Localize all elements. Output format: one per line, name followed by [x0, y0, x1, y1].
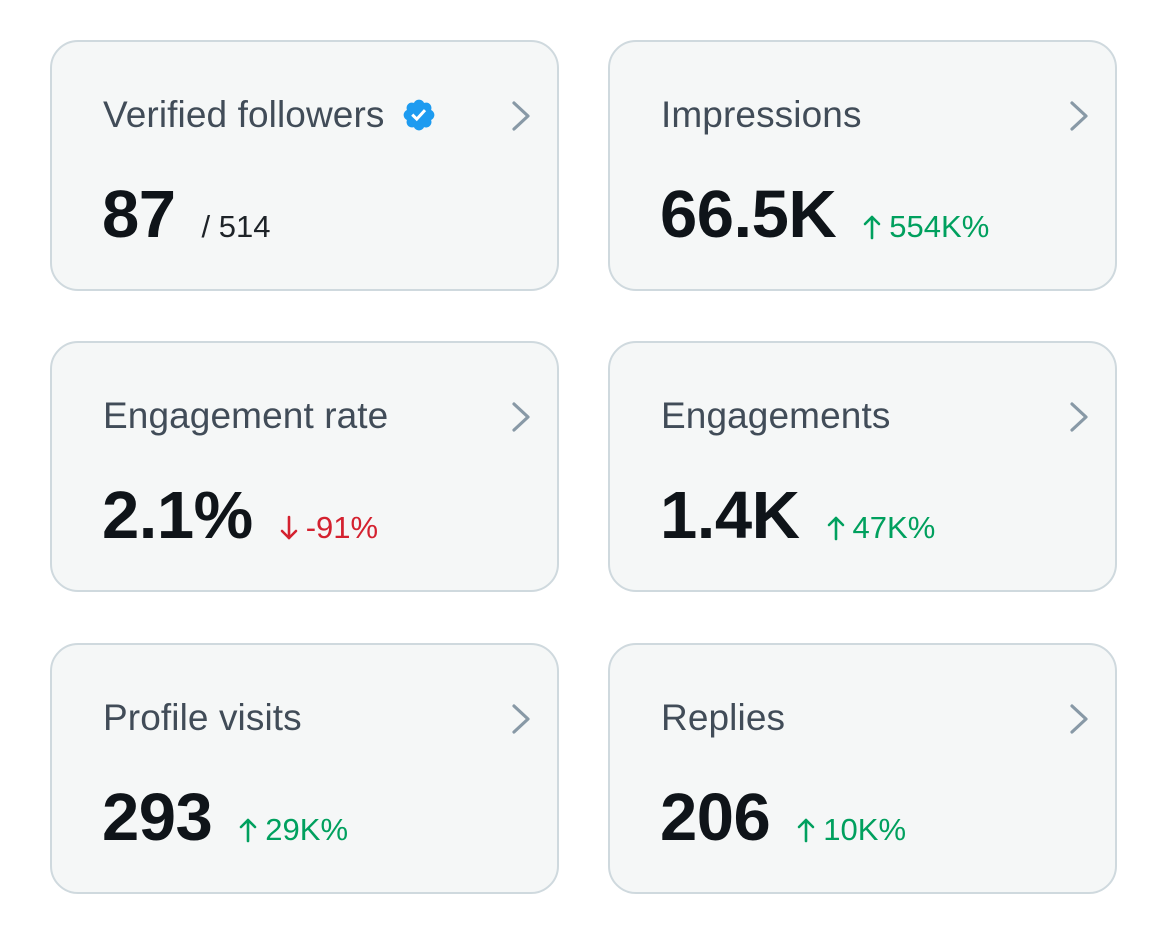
metric-change: 554K% [862, 209, 989, 245]
card-value-row: 2.1% -91% [102, 476, 378, 556]
card-value-row: 206 10K% [660, 778, 906, 858]
metric-change: 47K% [826, 510, 936, 546]
card-header: Verified followers [103, 92, 437, 138]
card-value-row: 1.4K 47K% [660, 476, 935, 556]
profile-visits-card[interactable]: Profile visits 293 29K% [50, 643, 559, 894]
impressions-card[interactable]: Impressions 66.5K 554K% [608, 40, 1117, 291]
metric-value: 293 [102, 780, 213, 855]
metric-change-value: 29K% [265, 812, 349, 847]
chevron-right-icon[interactable] [1067, 99, 1091, 133]
card-label: Impressions [661, 94, 862, 135]
card-value-row: 293 29K% [102, 778, 348, 858]
metric-total: / 514 [201, 209, 271, 244]
card-value-row: 87 / 514 [102, 175, 270, 255]
arrow-up-icon [827, 516, 844, 541]
chevron-right-icon[interactable] [509, 99, 533, 133]
card-header: Engagement rate [103, 393, 388, 439]
metric-value: 1.4K [660, 478, 800, 553]
card-header: Engagements [661, 393, 890, 439]
metric-value: 206 [660, 780, 771, 855]
chevron-right-icon[interactable] [509, 702, 533, 736]
arrow-up-icon [863, 215, 881, 240]
metric-change: -91% [279, 510, 378, 546]
card-header: Profile visits [103, 695, 302, 741]
chevron-right-icon[interactable] [1067, 400, 1091, 434]
card-label: Profile visits [103, 697, 302, 738]
arrow-up-icon [797, 818, 815, 843]
metric-change: 29K% [238, 812, 348, 848]
card-label: Engagements [661, 395, 891, 436]
card-label: Verified followers [103, 94, 385, 135]
card-label: Engagement rate [103, 395, 389, 436]
card-value-row: 66.5K 554K% [660, 175, 989, 255]
metric-change-value: 554K% [889, 209, 990, 244]
metric-value: 2.1% [102, 478, 253, 553]
metric-change-value: 10K% [823, 812, 907, 847]
verified-followers-card[interactable]: Verified followers 87 / 514 [50, 40, 559, 291]
arrow-up-icon [239, 818, 257, 843]
engagement-rate-card[interactable]: Engagement rate 2.1% -91% [50, 341, 559, 592]
metric-change: 10K% [796, 812, 906, 848]
card-label: Replies [661, 697, 786, 738]
chevron-right-icon[interactable] [1067, 702, 1091, 736]
metric-value: 87 [102, 177, 176, 252]
card-header: Impressions [661, 92, 862, 138]
arrow-down-icon [280, 515, 298, 540]
replies-card[interactable]: Replies 206 10K% [608, 643, 1117, 894]
metric-value: 66.5K [660, 177, 837, 252]
chevron-right-icon[interactable] [509, 400, 533, 434]
metric-change-value: 47K% [852, 510, 936, 545]
engagements-card[interactable]: Engagements 1.4K 47K% [608, 341, 1117, 592]
verified-badge-icon [403, 99, 434, 131]
card-header: Replies [661, 695, 785, 741]
metric-change-value: -91% [305, 510, 379, 545]
